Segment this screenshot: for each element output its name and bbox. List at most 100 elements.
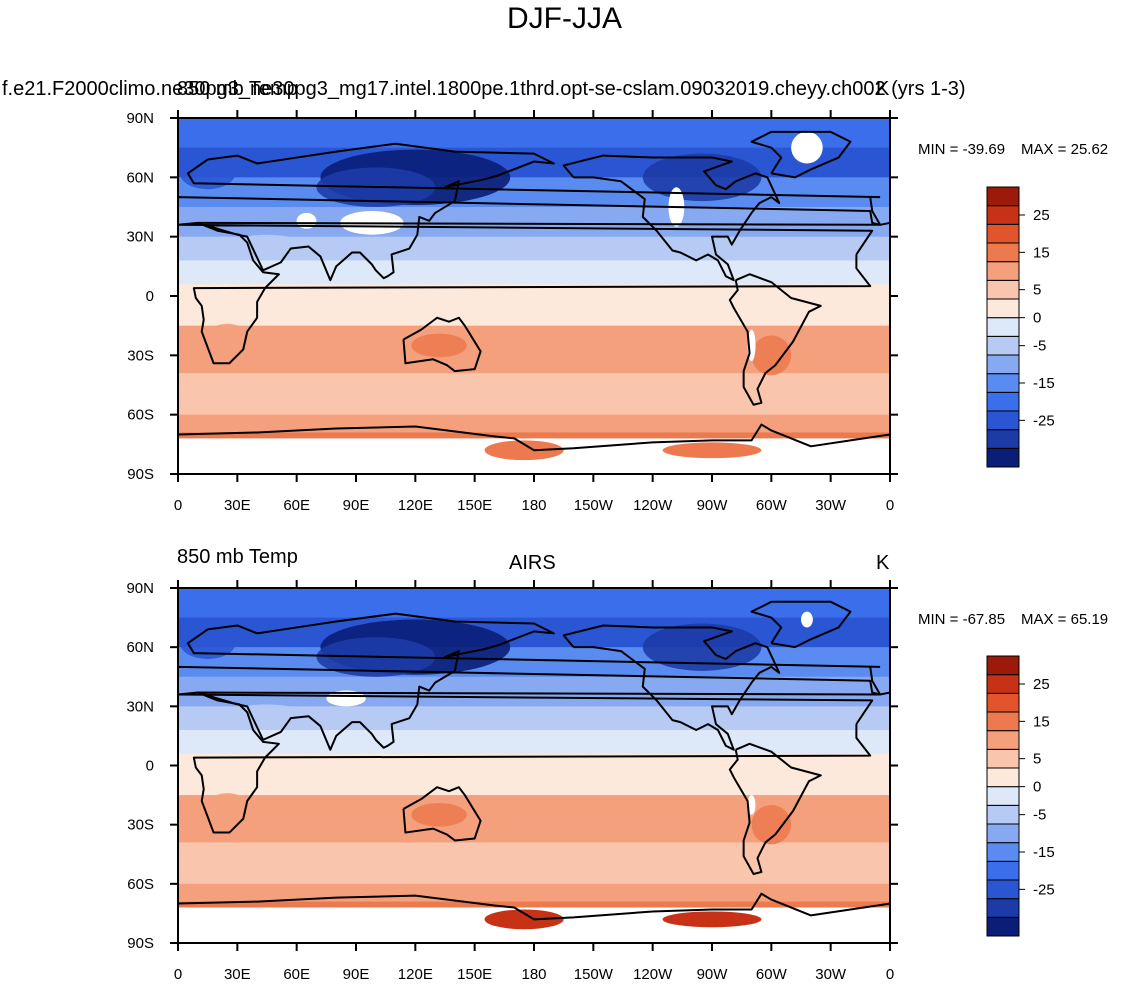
lat-band [178, 801, 890, 808]
lat-band [178, 730, 890, 737]
colorbar-cell [986, 354, 1020, 375]
lat-band [178, 355, 890, 362]
lat-band [178, 278, 890, 285]
coastlines-1 [178, 130, 890, 474]
lat-band [178, 741, 890, 749]
lat-band [178, 212, 890, 220]
coastline-antarctica [178, 892, 890, 943]
y-tick-label: 60S [127, 407, 154, 424]
colorbar-cell [986, 823, 1020, 844]
lat-band [178, 177, 890, 184]
colorbar-label: -25 [1033, 881, 1055, 898]
coastline-africa [178, 691, 874, 834]
colorbar-2: 25 15 5 0 -5 -15 -25 [986, 655, 1055, 937]
lat-band [178, 248, 890, 256]
lat-band [178, 123, 890, 131]
lat-band [178, 135, 890, 143]
colorbar-cell [986, 317, 1020, 337]
lat-band [178, 895, 890, 903]
x-tick-label: 120E [398, 966, 433, 983]
temperature-region [207, 323, 248, 348]
x-tick-label: 0 [174, 966, 182, 983]
colorbar-label: 25 [1033, 207, 1050, 224]
colorbar-label: -15 [1033, 844, 1055, 861]
colorbar-label: 15 [1033, 713, 1050, 730]
colorbar-label: -5 [1033, 338, 1046, 355]
colorbar-cell [986, 205, 1020, 225]
y-tick-label: 90N [126, 580, 154, 597]
y-tick-label: 30N [126, 698, 154, 715]
lat-band [178, 432, 890, 439]
lat-band [178, 141, 890, 149]
coastline-namerica [562, 154, 781, 282]
lat-band [178, 385, 890, 392]
lat-band [178, 118, 890, 125]
temperature-region [227, 234, 307, 259]
coastline-eurasia [178, 142, 882, 282]
colorbar-cell [986, 298, 1020, 319]
coastline-greenland [750, 600, 852, 649]
lat-band [178, 877, 890, 885]
colorbar-cell [986, 447, 1020, 468]
colorbar-label: 0 [1033, 779, 1041, 796]
lat-band [178, 830, 890, 838]
x-tick-label: 30W [815, 497, 847, 514]
lat-band [178, 373, 890, 380]
x-tick-label: 60W [756, 497, 788, 514]
lat-band [178, 367, 890, 374]
y-tick-label: 0 [146, 288, 154, 305]
lat-band [178, 872, 890, 879]
lat-band [178, 296, 890, 303]
colorbar-cell [986, 279, 1020, 300]
coastline-australia [402, 786, 482, 842]
lat-band [178, 635, 890, 642]
coastline-namerica [562, 624, 781, 751]
coastline-antarctica [178, 423, 890, 474]
colorbar-cell [986, 410, 1020, 431]
x-tick-label: 180 [521, 966, 546, 983]
lat-band [178, 272, 890, 279]
lat-band [178, 889, 890, 897]
lat-band [178, 605, 890, 613]
x-tick-label: 150E [457, 966, 492, 983]
x-tick-label: 120W [633, 497, 673, 514]
lat-band [178, 290, 890, 297]
lat-band [178, 706, 890, 713]
x-tick-label: 90W [697, 966, 729, 983]
temperature-region [207, 793, 248, 817]
lat-band [178, 718, 890, 725]
coastline-eurasia [178, 612, 882, 751]
lat-band [178, 676, 890, 684]
y-tick-label: 90N [126, 110, 154, 127]
lat-band [178, 396, 890, 404]
temperature-region [642, 153, 762, 202]
colorbar-cell [986, 373, 1020, 393]
temperature-region [751, 335, 792, 376]
coastline-europe-west [869, 666, 890, 696]
lat-band [178, 771, 890, 778]
colorbar-label: -5 [1033, 807, 1046, 824]
colorbar-cell [986, 879, 1020, 900]
lat-band [178, 402, 890, 410]
missing-data-region [747, 795, 756, 815]
lat-band [178, 390, 890, 398]
colorbar-label: 5 [1033, 751, 1041, 768]
lat-band [178, 153, 890, 161]
lat-band [178, 349, 890, 356]
figure-title: DJF-JJA [507, 2, 622, 35]
panel-2-right-label: K [876, 552, 890, 574]
colorbar-label: 25 [1033, 676, 1050, 693]
lat-band [178, 659, 890, 666]
colorbar-cell [986, 748, 1020, 769]
panel-1-title: f.e21.F2000climo.ne30pg3_ne30pg3_mg17.in… [2, 78, 966, 100]
lat-band [178, 682, 890, 690]
antarctic-warm-region [662, 442, 762, 459]
lat-band [178, 420, 890, 428]
coastline-europe-west [869, 196, 890, 226]
map-panel-2: 0 30E 60E 90E 120E 150E 180 150W 120W 90W 60W 30W 0 9… [126, 580, 1055, 983]
panel-1-min-label: MIN = -39.69 [918, 141, 1006, 158]
lat-band [178, 883, 890, 891]
lat-band [178, 426, 890, 434]
lat-band [178, 700, 890, 707]
